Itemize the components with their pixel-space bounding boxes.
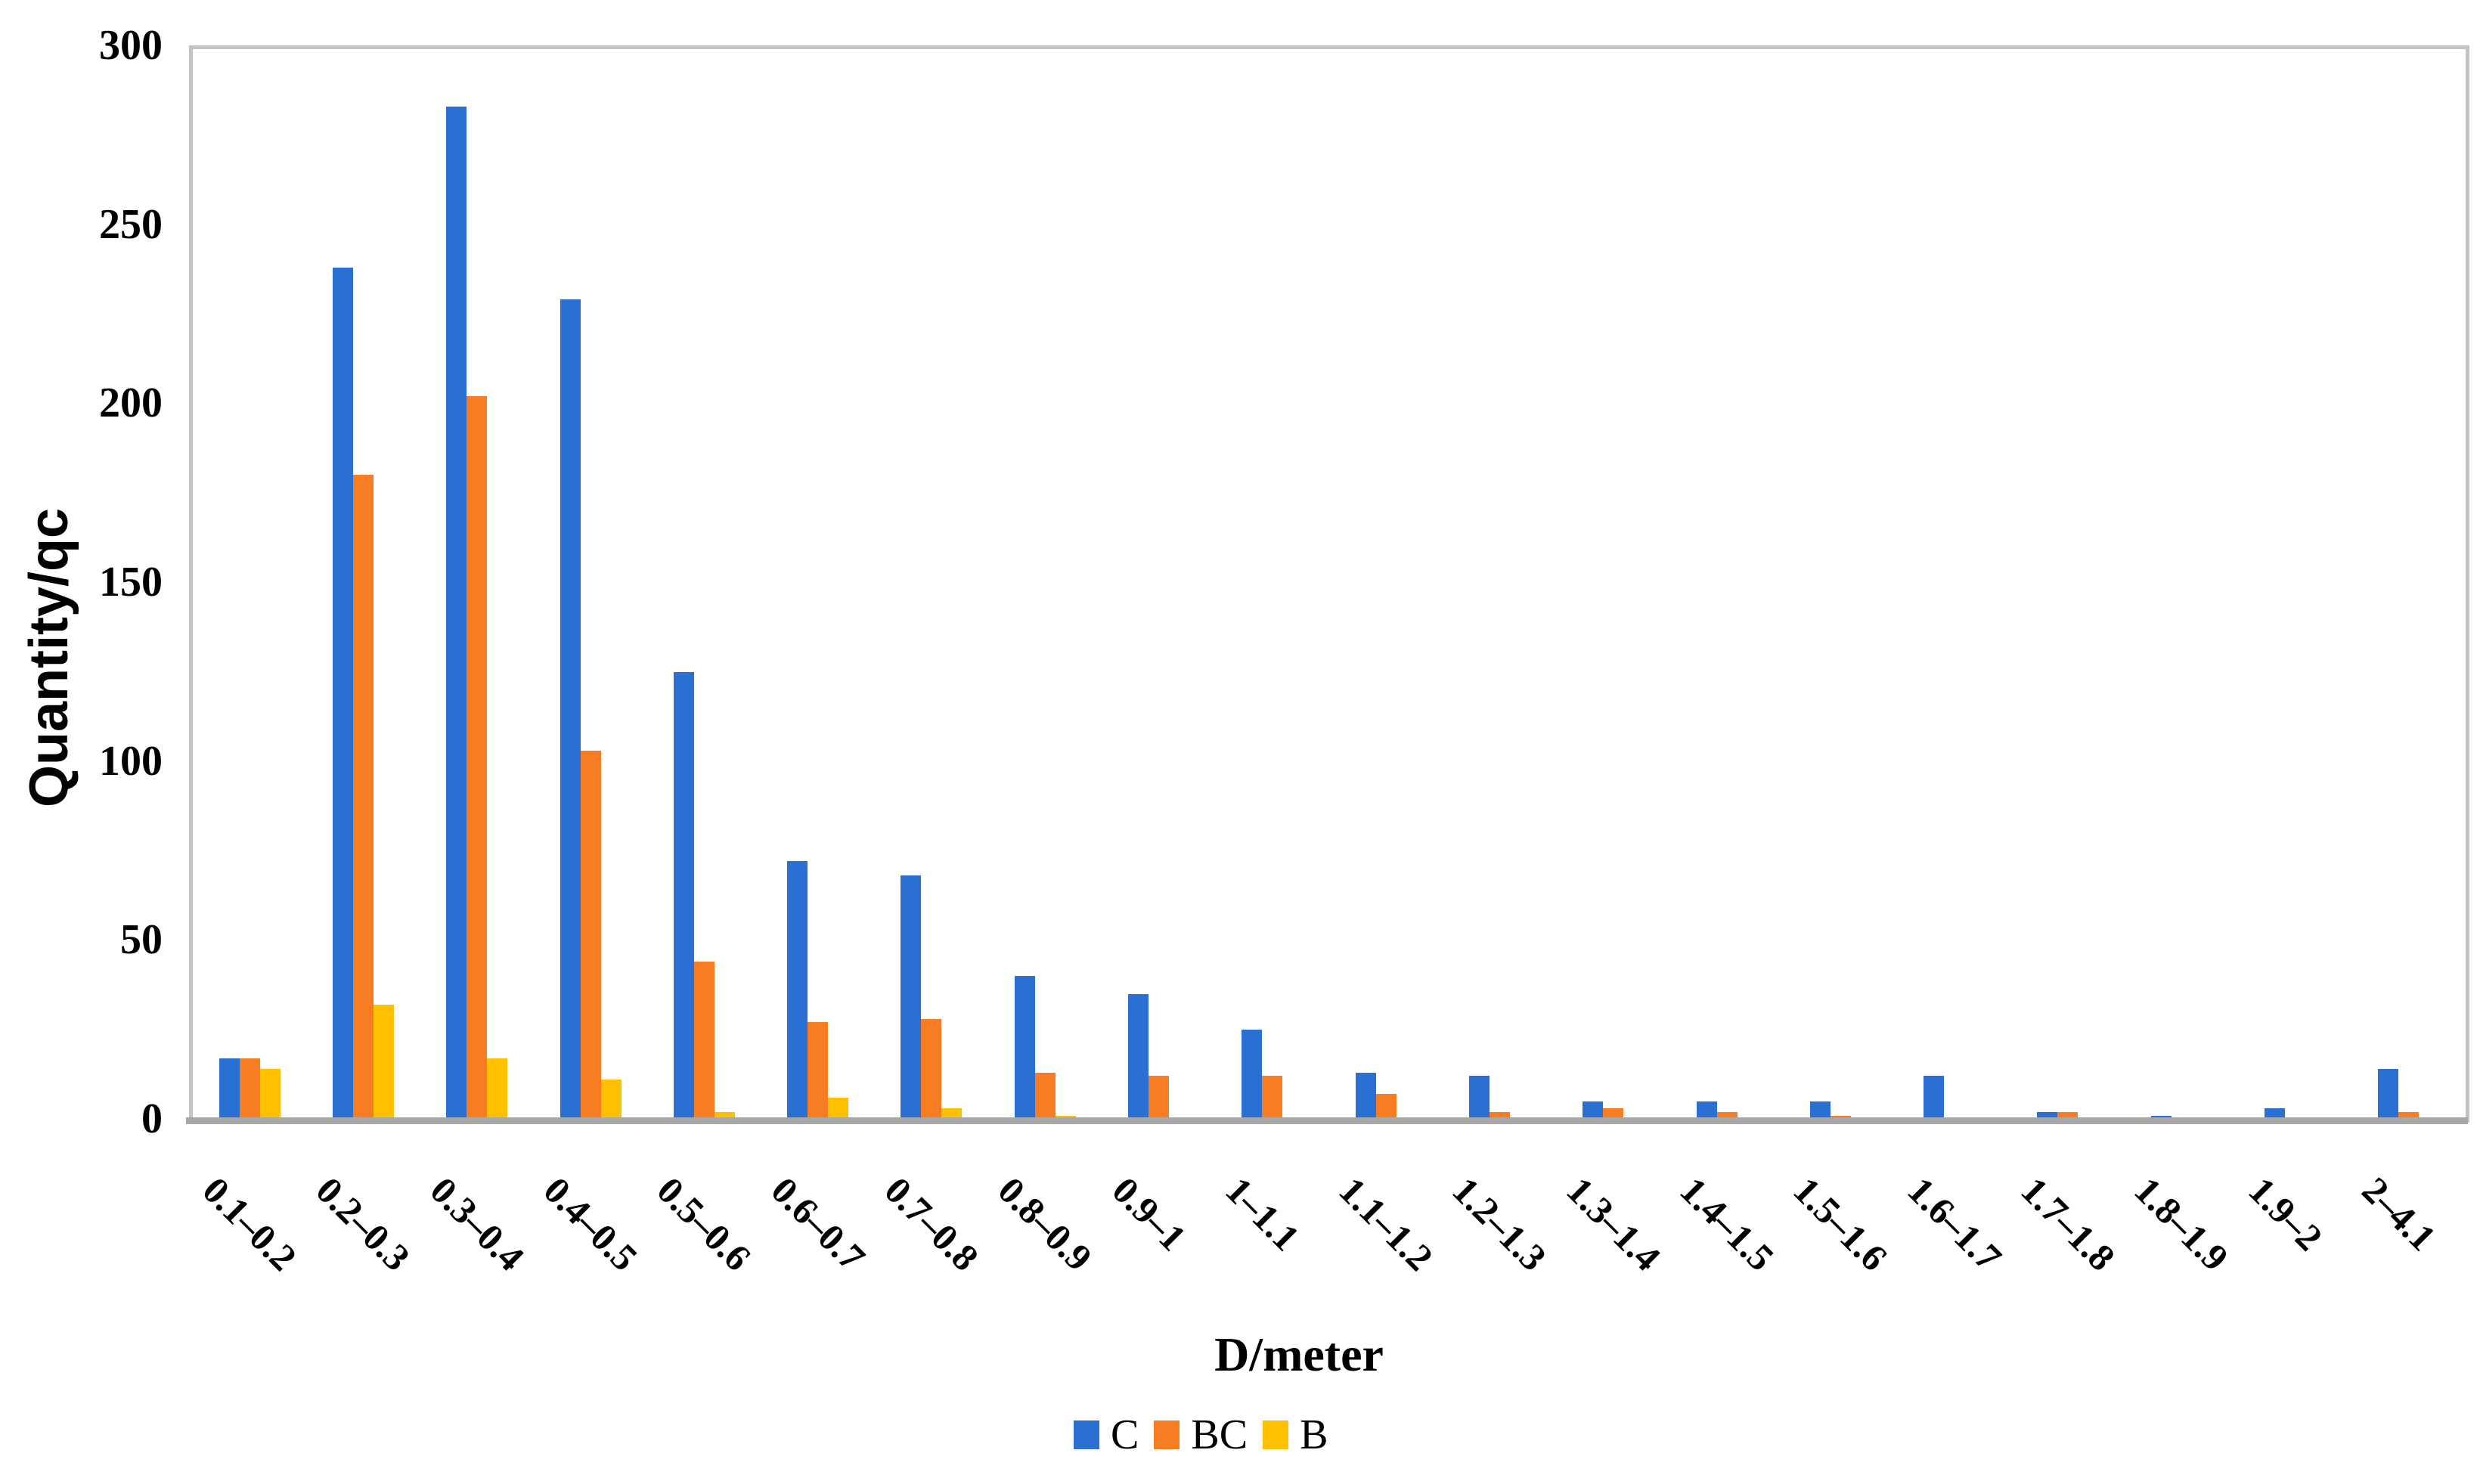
- bar-BC: [808, 1022, 829, 1123]
- y-tick-label: 0: [141, 1095, 163, 1142]
- bar-B: [487, 1058, 508, 1123]
- x-tick-label: 0.3–0.4: [422, 1168, 532, 1279]
- bar-C: [446, 107, 467, 1123]
- bar-group: [1557, 49, 1670, 1123]
- x-tick-label: 1.1–1.2: [1331, 1168, 1442, 1279]
- x-axis-title: D/meter: [1214, 1328, 1384, 1381]
- legend: C BC B: [1074, 1411, 1328, 1459]
- bar-group: [1102, 49, 1215, 1123]
- bar-group: [193, 49, 306, 1123]
- y-tick-label: 300: [99, 22, 163, 69]
- x-tick-label: 0.7–0.8: [876, 1168, 987, 1279]
- bar-group: [534, 49, 647, 1123]
- bar-B: [373, 1005, 394, 1123]
- y-tick-label: 250: [99, 200, 163, 248]
- bar-group: [988, 49, 1102, 1123]
- legend-item: C: [1074, 1411, 1139, 1459]
- bar-C: [673, 672, 694, 1123]
- legend-swatch-BC: [1154, 1420, 1180, 1449]
- bar-group: [1784, 49, 1897, 1123]
- x-tick-label: 1.6–1.7: [1899, 1168, 2010, 1279]
- x-tick-label: 0.8–0.9: [990, 1168, 1101, 1279]
- legend-label: BC: [1191, 1411, 1248, 1458]
- bar-C: [332, 268, 353, 1123]
- bar-B: [259, 1069, 281, 1123]
- legend-swatch-B: [1263, 1420, 1289, 1449]
- plot-area: [189, 45, 2469, 1123]
- x-tick-label: 1.4–1.5: [1672, 1168, 1783, 1279]
- bar-BC: [1262, 1076, 1283, 1123]
- legend-label: C: [1111, 1411, 1139, 1458]
- x-tick-label: 1–1.1: [1217, 1168, 1308, 1259]
- x-tick-label: 0.9–1: [1104, 1168, 1195, 1259]
- bar-group: [2125, 49, 2238, 1123]
- y-tick-label: 50: [120, 916, 163, 964]
- bar-BC: [239, 1058, 260, 1123]
- legend-label: B: [1300, 1411, 1328, 1458]
- bar-BC: [921, 1019, 942, 1123]
- legend-swatch-C: [1074, 1420, 1099, 1449]
- x-tick-label: 1.8–1.9: [2126, 1168, 2237, 1279]
- bar-BC: [467, 396, 488, 1123]
- bar-group: [647, 49, 761, 1123]
- bar-BC: [580, 751, 601, 1123]
- bar-group: [1443, 49, 1556, 1123]
- x-tick-label: 0.1–0.2: [194, 1168, 305, 1279]
- y-tick-label: 100: [99, 737, 163, 785]
- bar-group: [1329, 49, 1443, 1123]
- bar-group: [1670, 49, 1784, 1123]
- x-tick-label: 0.2–0.3: [308, 1168, 419, 1279]
- bar-group: [2352, 49, 2466, 1123]
- bar-C: [1014, 976, 1035, 1123]
- x-tick-label: 1.7–1.8: [2013, 1168, 2124, 1279]
- bar-BC: [693, 962, 715, 1123]
- bar-C: [1468, 1076, 1490, 1123]
- bar-BC: [1149, 1076, 1170, 1123]
- x-tick-label: 2–4.1: [2354, 1168, 2444, 1259]
- x-tick-label: 0.4–0.5: [535, 1168, 646, 1279]
- x-tick-label: 0.5–0.6: [649, 1168, 760, 1279]
- bar-C: [1242, 1030, 1263, 1123]
- axis-baseline: [186, 1117, 2468, 1124]
- x-tick-label: 1.9–2: [2240, 1168, 2331, 1259]
- x-tick-label: 0.6–0.7: [763, 1168, 873, 1279]
- y-tick-label: 200: [99, 380, 163, 427]
- bar-C: [1924, 1076, 1945, 1123]
- bar-C: [1355, 1073, 1376, 1123]
- bar-B: [600, 1080, 622, 1123]
- bar-C: [787, 861, 808, 1123]
- x-tick-label: 1.3–1.4: [1558, 1168, 1669, 1279]
- bar-group: [761, 49, 875, 1123]
- legend-item: B: [1263, 1411, 1328, 1459]
- x-tick-label: 1.2–1.3: [1444, 1168, 1555, 1279]
- bar-group: [2238, 49, 2351, 1123]
- bar-group: [2011, 49, 2125, 1123]
- bar-C: [2378, 1069, 2399, 1123]
- bar-group: [1216, 49, 1329, 1123]
- bar-C: [901, 875, 922, 1123]
- bar-BC: [352, 475, 374, 1123]
- bar-C: [219, 1058, 240, 1123]
- legend-item: BC: [1154, 1411, 1248, 1459]
- bar-BC: [1034, 1073, 1056, 1123]
- bar-group: [1898, 49, 2011, 1123]
- y-tick-label: 150: [99, 559, 163, 606]
- bar-group: [306, 49, 420, 1123]
- bar-group: [420, 49, 534, 1123]
- bar-C: [560, 299, 581, 1123]
- bar-group: [875, 49, 988, 1123]
- x-tick-label: 1.5–1.6: [1785, 1168, 1896, 1279]
- bar-C: [1128, 994, 1149, 1123]
